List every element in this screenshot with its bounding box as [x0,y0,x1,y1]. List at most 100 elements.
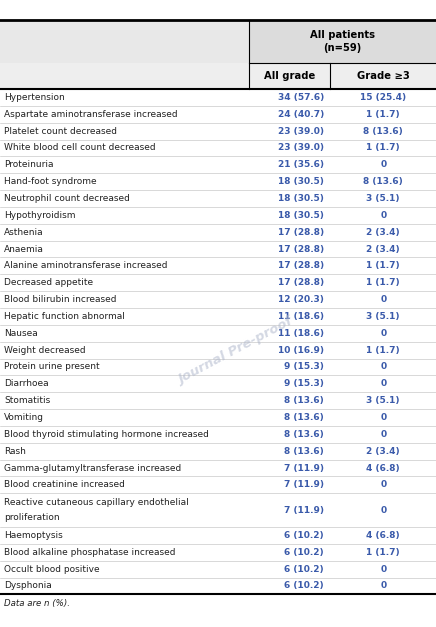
Bar [0,291,436,308]
Text: 4 (6.8): 4 (6.8) [366,463,400,473]
Text: 3 (5.1): 3 (5.1) [367,312,400,321]
Bar [0,376,436,393]
Text: 6 (10.2): 6 (10.2) [284,581,324,591]
Text: 8 (13.6): 8 (13.6) [284,396,324,405]
Text: All patients
(n=59): All patients (n=59) [310,29,375,53]
Text: Weight decreased: Weight decreased [4,345,86,355]
Text: 1 (1.7): 1 (1.7) [366,278,400,287]
Text: 2 (3.4): 2 (3.4) [366,446,400,456]
Text: Stomatitis: Stomatitis [4,396,51,405]
Text: 7 (11.9): 7 (11.9) [284,480,324,490]
Text: Diarrhoea: Diarrhoea [4,379,49,388]
Text: 18 (30.5): 18 (30.5) [278,194,324,203]
Bar [0,63,436,89]
Text: 3 (5.1): 3 (5.1) [367,396,400,405]
Bar [0,527,436,544]
Text: 0: 0 [380,329,386,338]
Text: 24 (40.7): 24 (40.7) [278,110,324,119]
Bar [0,342,436,359]
Text: Blood creatinine increased: Blood creatinine increased [4,480,125,490]
Bar [0,409,436,426]
Bar [0,426,436,443]
Text: 8 (13.6): 8 (13.6) [284,446,324,456]
Bar [0,443,436,460]
Bar [0,460,436,477]
Bar [0,308,436,325]
Text: 17 (28.8): 17 (28.8) [278,261,324,270]
Text: 0: 0 [380,565,386,574]
Text: 6 (10.2): 6 (10.2) [284,548,324,557]
Text: 3 (5.1): 3 (5.1) [367,194,400,203]
Text: 1 (1.7): 1 (1.7) [366,345,400,355]
Text: 0: 0 [380,161,386,169]
Text: Hand-foot syndrome: Hand-foot syndrome [4,177,97,186]
Text: Protein urine present: Protein urine present [4,362,100,371]
Text: 9 (15.3): 9 (15.3) [284,362,324,371]
Text: 18 (30.5): 18 (30.5) [278,177,324,186]
Text: Blood thyroid stimulating hormone increased: Blood thyroid stimulating hormone increa… [4,430,209,439]
Text: 0: 0 [380,362,386,371]
Bar [0,325,436,342]
Text: Dysphonia: Dysphonia [4,581,52,591]
Text: Asthenia: Asthenia [4,228,44,237]
Text: 0: 0 [380,581,386,591]
Text: Hepatic function abnormal: Hepatic function abnormal [4,312,125,321]
Text: 2 (3.4): 2 (3.4) [366,228,400,237]
Text: proliferation: proliferation [4,513,60,522]
Bar [0,123,436,140]
Text: 23 (39.0): 23 (39.0) [278,127,324,135]
Text: All grade: All grade [264,71,316,81]
Text: 12 (20.3): 12 (20.3) [278,295,324,304]
Text: Platelet count decreased: Platelet count decreased [4,127,117,135]
Text: Aspartate aminotransferase increased: Aspartate aminotransferase increased [4,110,178,119]
Text: 1 (1.7): 1 (1.7) [366,548,400,557]
Bar [0,156,436,173]
Text: 0: 0 [380,379,386,388]
Text: Proteinuria: Proteinuria [4,161,54,169]
Bar [0,359,436,376]
Text: Reactive cutaneous capillary endothelial: Reactive cutaneous capillary endothelial [4,498,189,507]
Text: 1 (1.7): 1 (1.7) [366,144,400,152]
Bar [0,544,436,561]
Text: 1 (1.7): 1 (1.7) [366,261,400,270]
Bar [0,493,436,527]
Text: 0: 0 [380,295,386,304]
Text: 0: 0 [380,413,386,422]
Bar [0,89,436,106]
Text: 1 (1.7): 1 (1.7) [366,110,400,119]
Text: 11 (18.6): 11 (18.6) [278,312,324,321]
Text: Anaemia: Anaemia [4,245,44,253]
Text: 10 (16.9): 10 (16.9) [278,345,324,355]
Text: Data are n (%).: Data are n (%). [4,599,70,608]
Text: 8 (13.6): 8 (13.6) [284,413,324,422]
Text: 7 (11.9): 7 (11.9) [284,505,324,515]
Text: Blood bilirubin increased: Blood bilirubin increased [4,295,117,304]
Text: 17 (28.8): 17 (28.8) [278,245,324,253]
Bar [0,393,436,409]
Text: 8 (13.6): 8 (13.6) [284,430,324,439]
Text: 0: 0 [380,211,386,220]
Text: 17 (28.8): 17 (28.8) [278,278,324,287]
Text: Alanine aminotransferase increased: Alanine aminotransferase increased [4,261,168,270]
Text: White blood cell count decreased: White blood cell count decreased [4,144,156,152]
Bar [0,20,249,63]
Bar [0,577,436,594]
Bar [0,275,436,291]
Text: Hypothyroidism: Hypothyroidism [4,211,76,220]
Text: Rash: Rash [4,446,26,456]
Text: 9 (15.3): 9 (15.3) [284,379,324,388]
Text: Occult blood positive: Occult blood positive [4,565,100,574]
Text: 18 (30.5): 18 (30.5) [278,211,324,220]
Bar [0,173,436,190]
Text: Grade ≥3: Grade ≥3 [357,71,409,81]
Text: Gamma-glutamyltransferase increased: Gamma-glutamyltransferase increased [4,463,182,473]
Bar [0,561,436,577]
Text: Vomiting: Vomiting [4,413,44,422]
Bar [0,190,436,207]
Text: Decreased appetite: Decreased appetite [4,278,93,287]
Bar [0,140,436,156]
Bar [0,207,436,224]
Bar [249,20,436,63]
Text: 8 (13.6): 8 (13.6) [363,127,403,135]
Text: Blood alkaline phosphatase increased: Blood alkaline phosphatase increased [4,548,176,557]
